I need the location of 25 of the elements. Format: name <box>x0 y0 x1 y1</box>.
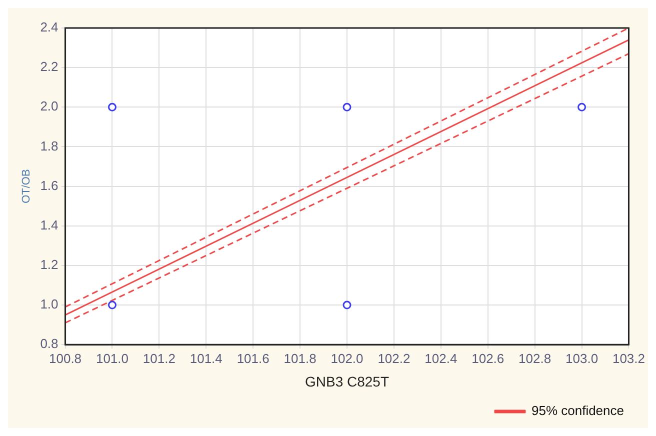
y-tick-label: 2.0 <box>40 98 58 114</box>
y-tick-label: 0.8 <box>40 336 58 352</box>
y-tick-label: 1.0 <box>40 296 58 312</box>
x-tick-label: 102.4 <box>424 350 458 366</box>
x-tick-label: 102.0 <box>330 350 364 366</box>
y-tick-label: 2.2 <box>40 59 58 74</box>
x-axis-title: GNB3 C825T <box>304 373 390 390</box>
y-tick-label: 2.4 <box>40 20 58 35</box>
y-axis-title: OT/OB <box>20 169 33 204</box>
x-tick-label: 101.6 <box>236 350 270 366</box>
x-tick-label: 101.2 <box>142 350 176 366</box>
y-tick-label: 1.6 <box>40 178 58 193</box>
x-tick-label: 102.2 <box>378 350 410 366</box>
legend-label: 95% confidence <box>531 403 624 418</box>
x-tick-label: 103.2 <box>612 350 646 366</box>
x-tick-label: 100.8 <box>49 350 82 366</box>
y-tick-label: 1.2 <box>40 257 58 272</box>
x-tick-label: 102.8 <box>518 350 552 366</box>
x-tick-label: 101.4 <box>190 350 222 366</box>
x-tick-label: 102.6 <box>472 350 504 366</box>
x-tick-label: 101.8 <box>284 350 316 366</box>
y-tick-label: 1.4 <box>40 217 58 232</box>
x-tick-label: 101.0 <box>96 350 128 366</box>
y-tick-label: 1.8 <box>40 138 58 154</box>
x-tick-label: 103.0 <box>566 350 598 366</box>
